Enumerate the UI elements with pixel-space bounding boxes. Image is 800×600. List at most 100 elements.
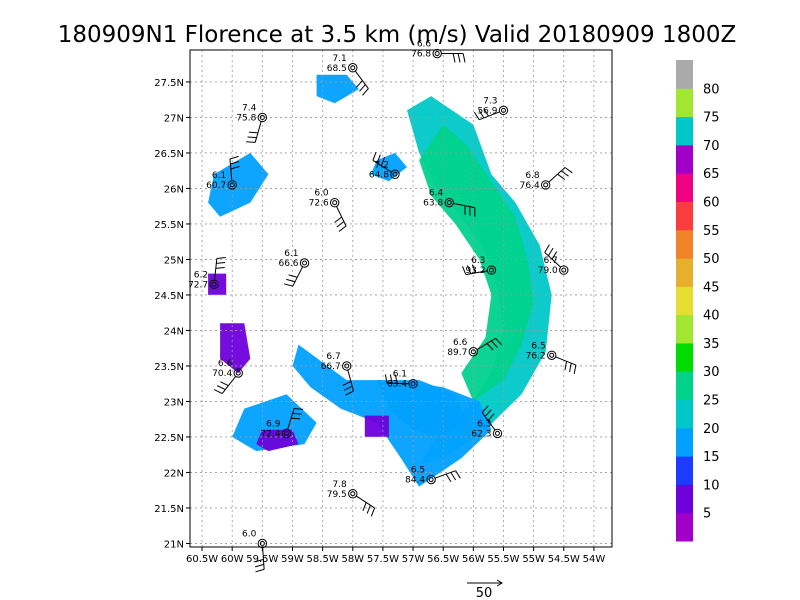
y-tick-label: 24N	[164, 326, 184, 337]
station-inner-ring	[500, 107, 506, 113]
x-tick-label: 58W	[341, 554, 364, 565]
wind-barb-feather	[544, 244, 550, 253]
y-tick-label: 25.5N	[154, 220, 184, 231]
station-outer-ring	[348, 63, 358, 73]
wind-barb-feather	[573, 364, 577, 374]
station-inner-ring	[350, 65, 356, 71]
colorbar-label: 15	[703, 450, 720, 465]
station-outer-ring	[329, 197, 340, 208]
colorbar-segment	[676, 371, 693, 401]
wind-barb-feather	[216, 257, 226, 259]
station-value-top: 6.2	[194, 270, 208, 280]
wind-barb-feather	[338, 225, 347, 232]
station-value-top: 6.6	[453, 338, 468, 348]
wind-barb-feather	[466, 265, 472, 274]
wind-barb-feather	[462, 266, 467, 275]
station-marker: 6.0	[242, 529, 268, 573]
colorbar-segment	[676, 512, 693, 542]
colorbar-segment	[676, 427, 693, 457]
station-value-top: 6.3	[471, 256, 485, 266]
station-outer-ring	[342, 361, 352, 371]
station-marker: 6.463.8	[423, 189, 476, 217]
wind-barb-feather	[255, 563, 264, 568]
wind-speed-region	[376, 380, 468, 437]
wind-barb-feather	[462, 53, 466, 63]
y-tick-label: 25N	[164, 255, 184, 266]
colorbar-label: 80	[703, 82, 720, 97]
station-value-top: 7.1	[332, 54, 346, 64]
colorbar-label: 65	[703, 167, 720, 182]
colorbar-label: 60	[703, 195, 720, 210]
station-outer-ring	[492, 428, 503, 439]
wind-barb-feather	[473, 111, 480, 120]
station-marker: 6.166.6	[278, 249, 310, 287]
colorbar-segment	[676, 484, 693, 514]
wind-barb-shaft	[465, 270, 488, 276]
wind-speed-region	[208, 152, 269, 217]
y-tick-label: 27N	[164, 113, 184, 124]
station-inner-ring	[470, 349, 476, 355]
station-value-top: 6.7	[326, 352, 340, 362]
station-inner-ring	[283, 430, 289, 436]
x-tick-label: 59W	[281, 554, 304, 565]
y-tick-label: 22N	[164, 468, 184, 479]
station-value-top: 7.3	[483, 96, 497, 106]
wind-barb-feather	[288, 274, 298, 278]
wind-barb-feather	[564, 167, 573, 174]
wind-speed-region	[220, 323, 251, 374]
y-tick-label: 23.5N	[154, 362, 184, 373]
station-inner-ring	[446, 200, 452, 206]
station-inner-ring	[392, 171, 398, 177]
colorbar-label: 25	[703, 394, 720, 409]
wind-barb-shaft	[229, 158, 233, 181]
station-inner-ring	[488, 267, 494, 273]
station-value-top: 6.4	[429, 189, 444, 199]
wind-barb-feather	[389, 374, 393, 384]
station-outer-ring	[426, 474, 436, 485]
wind-barb-shaft	[555, 356, 577, 366]
station-marker: 6.689.7	[447, 338, 503, 358]
colorbar-label: 10	[703, 478, 720, 493]
wind-barb-shaft	[481, 412, 496, 431]
wind-barb-shaft	[434, 470, 456, 479]
wind-barb-feather	[450, 472, 457, 481]
station-value-top: 7.8	[332, 480, 347, 490]
wind-barb-feather	[356, 80, 363, 88]
wind-barb-feather	[292, 412, 302, 415]
station-marker: 7.356.9	[473, 96, 509, 121]
station-marker: 7.879.5	[327, 480, 376, 517]
y-tick-label: 23N	[164, 397, 184, 408]
station-value-bottom: 64.8	[369, 170, 389, 180]
wind-barb-feather	[487, 413, 495, 421]
station-inner-ring	[350, 491, 356, 497]
wind-barb-feather	[445, 473, 452, 482]
colorbar-segment	[676, 456, 693, 485]
wind-speed-region	[419, 124, 534, 402]
station-outer-ring	[348, 489, 358, 499]
station-value-bottom: 72.4	[260, 429, 280, 439]
wind-barb-shaft	[254, 121, 262, 143]
station-marker: 7.168.5	[327, 54, 369, 96]
station-outer-ring	[498, 105, 509, 116]
wind-barb-shaft	[262, 547, 265, 570]
wind-barb-feather	[557, 173, 566, 180]
station-outer-ring	[257, 112, 268, 123]
station-marker: 6.676.8	[411, 40, 466, 63]
colorbar-label: 20	[703, 422, 720, 437]
y-tick-label: 22.5N	[154, 433, 184, 444]
plot-frame	[189, 49, 613, 548]
station-marker: 6.584.4	[405, 466, 461, 486]
station-value-bottom: 76.8	[411, 50, 431, 60]
station-outer-ring	[390, 169, 400, 179]
station-marker: 6.072.6	[309, 189, 347, 232]
wind-barb-feather	[217, 385, 226, 391]
wind-barb-feather	[362, 88, 369, 96]
station-value-top: 6.6	[417, 40, 432, 50]
x-tick-label: 54.5W	[548, 554, 580, 565]
wind-barb-feather	[283, 283, 293, 287]
wind-barb-feather	[455, 470, 461, 479]
chart-title: 180909N1 Florence at 3.5 km (m/s) Valid …	[58, 22, 737, 48]
wind-barb-shaft	[335, 206, 347, 227]
station-value-top: 6.1	[284, 249, 298, 259]
